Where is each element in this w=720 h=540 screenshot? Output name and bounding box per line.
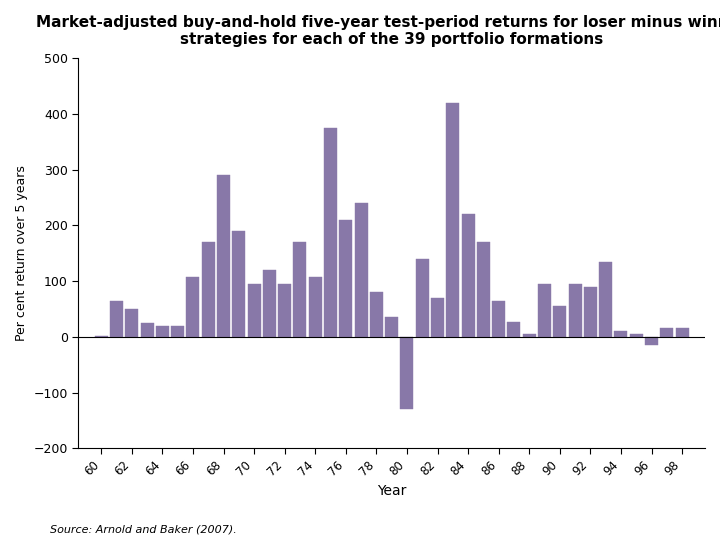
Text: Source: Arnold and Baker (2007).: Source: Arnold and Baker (2007).: [50, 524, 237, 535]
Bar: [202, 242, 215, 337]
Bar: [599, 261, 612, 337]
Bar: [95, 336, 108, 337]
Bar: [660, 328, 673, 337]
Bar: [248, 284, 261, 337]
Bar: [233, 231, 246, 337]
Bar: [415, 259, 428, 337]
Bar: [508, 322, 521, 337]
Bar: [553, 306, 567, 337]
Bar: [324, 128, 337, 337]
Bar: [523, 334, 536, 337]
Bar: [477, 242, 490, 337]
Bar: [278, 284, 291, 337]
Bar: [614, 331, 627, 337]
Bar: [186, 277, 199, 337]
Bar: [584, 287, 597, 337]
Bar: [385, 318, 398, 337]
Bar: [355, 203, 368, 337]
Y-axis label: Per cent return over 5 years: Per cent return over 5 years: [15, 165, 28, 341]
Bar: [462, 214, 474, 337]
X-axis label: Year: Year: [377, 484, 406, 498]
Bar: [171, 326, 184, 337]
Bar: [630, 334, 643, 337]
Bar: [431, 298, 444, 337]
Bar: [538, 284, 551, 337]
Bar: [492, 301, 505, 337]
Bar: [309, 277, 322, 337]
Bar: [156, 326, 169, 337]
Bar: [645, 337, 658, 345]
Bar: [125, 309, 138, 337]
Bar: [140, 323, 153, 337]
Title: Market-adjusted buy-and-hold five-year test-period returns for loser minus winne: Market-adjusted buy-and-hold five-year t…: [37, 15, 720, 48]
Bar: [339, 220, 352, 337]
Bar: [263, 270, 276, 337]
Bar: [370, 292, 383, 337]
Bar: [217, 176, 230, 337]
Bar: [446, 103, 459, 337]
Bar: [110, 301, 123, 337]
Bar: [675, 328, 688, 337]
Bar: [569, 284, 582, 337]
Bar: [294, 242, 307, 337]
Bar: [400, 337, 413, 409]
